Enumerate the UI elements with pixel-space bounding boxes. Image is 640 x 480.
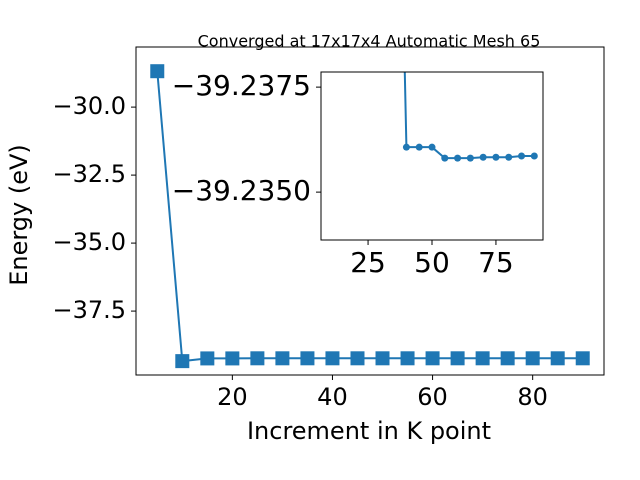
x-tick-label: 80: [517, 383, 548, 411]
plot-area: [150, 64, 590, 369]
y-tick-label: −35.0: [52, 228, 126, 256]
axes-frame: [320, 71, 544, 241]
data-point: [300, 351, 315, 366]
data-point: [428, 143, 436, 151]
data-point: [518, 152, 526, 160]
data-point: [450, 351, 465, 366]
data-point: [475, 351, 490, 366]
axes-frame: [135, 46, 605, 376]
y-axis-label: Energy (eV): [5, 144, 33, 286]
data-point: [479, 153, 487, 161]
data-point: [400, 351, 415, 366]
data-point: [550, 351, 565, 366]
data-point: [250, 351, 265, 366]
data-point: [425, 351, 440, 366]
data-point: [325, 351, 340, 366]
data-point: [500, 351, 515, 366]
data-point: [530, 152, 538, 160]
data-point: [200, 351, 215, 366]
y-tick-label: −37.5: [52, 296, 126, 324]
x-tick-label: 40: [317, 383, 348, 411]
data-point: [575, 351, 590, 366]
data-point: [350, 351, 365, 366]
data-point: [466, 154, 474, 162]
data-point: [175, 354, 190, 369]
x-tick-label: 20: [217, 383, 248, 411]
plot-area: [402, 72, 538, 162]
data-point: [492, 153, 500, 161]
data-point: [525, 351, 540, 366]
chart-title: Converged at 17x17x4 Automatic Mesh 65: [198, 32, 541, 51]
x-tick-label: 75: [478, 246, 514, 279]
data-point: [275, 351, 290, 366]
x-axis-label: Increment in K point: [247, 417, 491, 445]
data-point: [454, 154, 462, 162]
y-tick-label: −39.2375: [172, 69, 311, 102]
data-point: [402, 143, 410, 151]
data-point: [150, 64, 165, 79]
data-point: [415, 143, 423, 151]
data-point: [505, 153, 513, 161]
y-tick-label: −32.5: [52, 160, 126, 188]
x-tick-label: 50: [414, 246, 450, 279]
x-tick-label: 60: [417, 383, 448, 411]
data-point: [225, 351, 240, 366]
y-tick-label: −39.2350: [172, 174, 311, 207]
data-point: [375, 351, 390, 366]
data-point: [441, 154, 449, 162]
y-tick-label: −30.0: [52, 92, 126, 120]
x-tick-label: 25: [350, 246, 386, 279]
